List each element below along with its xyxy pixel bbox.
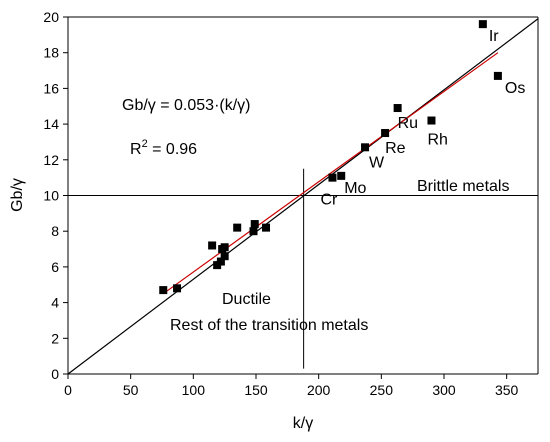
x-tick-label: 350 bbox=[495, 382, 519, 398]
x-tick-label: 50 bbox=[123, 382, 139, 398]
data-point-w bbox=[361, 143, 370, 152]
point-label-rh: Rh bbox=[427, 132, 447, 149]
data-point-rh bbox=[427, 116, 436, 125]
y-tick-label: 12 bbox=[43, 152, 59, 168]
r-squared-superscript: 2 bbox=[142, 138, 148, 150]
r-squared-value: = 0.96 bbox=[148, 141, 197, 158]
point-label-ru: Ru bbox=[398, 115, 418, 132]
x-tick-label: 100 bbox=[182, 382, 206, 398]
y-tick-label: 14 bbox=[43, 116, 59, 132]
data-point bbox=[173, 284, 182, 293]
data-point bbox=[249, 227, 258, 236]
point-label-mo: Mo bbox=[344, 180, 366, 197]
data-point bbox=[208, 241, 217, 250]
equation-annotation: Gb/γ = 0.053·(k/γ) bbox=[122, 97, 251, 114]
y-tick-label: 20 bbox=[43, 9, 59, 25]
y-tick-label: 0 bbox=[51, 366, 59, 382]
point-label-ir: Ir bbox=[489, 28, 499, 45]
data-point bbox=[262, 223, 271, 232]
data-point-ru bbox=[393, 104, 402, 113]
data-point-mo bbox=[337, 171, 346, 180]
data-point bbox=[233, 223, 242, 232]
r-squared-prefix: R bbox=[130, 141, 142, 158]
regression-line bbox=[162, 52, 499, 295]
point-label-re: Re bbox=[385, 140, 406, 157]
data-point bbox=[159, 286, 168, 295]
rest-transition-metals-label: Rest of the transition metals bbox=[170, 317, 368, 334]
point-label-cr: Cr bbox=[320, 192, 338, 209]
x-axis-title: k/γ bbox=[293, 415, 313, 432]
x-tick-label: 0 bbox=[64, 382, 72, 398]
x-axis-ticks: 0 50 100 150 200 250 300 350 bbox=[64, 374, 519, 398]
point-label-os: Os bbox=[505, 80, 525, 97]
y-tick-label: 4 bbox=[51, 295, 59, 311]
y-axis-ticks: 0 2 4 6 8 10 12 14 16 18 20 bbox=[43, 9, 68, 382]
y-tick-label: 10 bbox=[43, 188, 59, 204]
y-tick-label: 18 bbox=[43, 45, 59, 61]
x-tick-label: 300 bbox=[432, 382, 456, 398]
proportional-fit-line bbox=[67, 18, 539, 375]
y-axis-title: Gb/γ bbox=[9, 178, 26, 212]
r-squared-annotation: R2 = 0.96 bbox=[130, 138, 197, 158]
ductile-label: Ductile bbox=[222, 291, 271, 308]
y-tick-label: 2 bbox=[51, 330, 59, 346]
data-point bbox=[220, 243, 229, 252]
data-point bbox=[220, 252, 229, 261]
reference-lines bbox=[68, 168, 538, 369]
y-tick-label: 8 bbox=[51, 223, 59, 239]
data-point bbox=[250, 220, 259, 229]
data-point bbox=[216, 257, 225, 266]
y-tick-label: 16 bbox=[43, 80, 59, 96]
x-tick-label: 200 bbox=[307, 382, 331, 398]
data-point-os bbox=[493, 71, 502, 80]
fit-lines bbox=[67, 18, 539, 375]
data-point-ir bbox=[478, 20, 487, 29]
data-point-cr bbox=[328, 173, 337, 182]
x-tick-label: 150 bbox=[244, 382, 268, 398]
x-tick-label: 250 bbox=[370, 382, 394, 398]
data-points bbox=[159, 20, 502, 295]
brittle-metals-label: Brittle metals bbox=[417, 178, 509, 195]
data-point-re bbox=[381, 129, 390, 138]
point-label-w: W bbox=[369, 154, 385, 171]
y-tick-label: 6 bbox=[51, 259, 59, 275]
